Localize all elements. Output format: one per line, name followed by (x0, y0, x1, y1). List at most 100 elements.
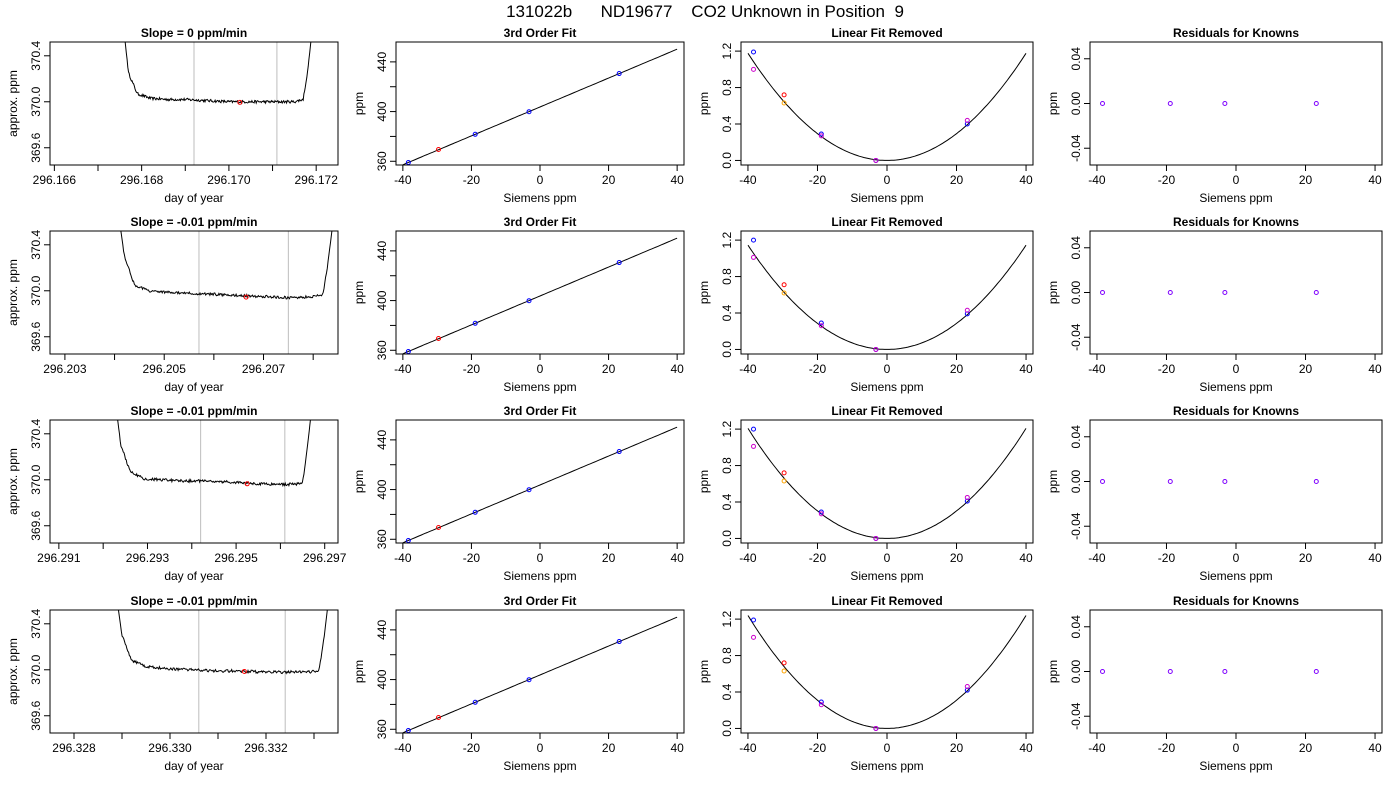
trace-marker (244, 481, 250, 487)
x-tick-label: 20 (602, 741, 616, 755)
x-axis-label: Siemens ppm (503, 759, 576, 773)
y-tick-label: 370.4 (29, 418, 43, 448)
data-point (781, 290, 787, 296)
fit-curve (747, 428, 1027, 539)
y-axis-label: ppm (1046, 281, 1060, 304)
data-point (1167, 479, 1173, 484)
panel-fit-row1: 3rd Order Fit -40 -20 0 20 40 360 400 440 Siemens… (352, 26, 685, 205)
plot-area (402, 237, 678, 354)
x-axis-label: Siemens ppm (1199, 759, 1272, 773)
y-axis-label: ppm (1046, 92, 1060, 115)
plot-frame (49, 419, 339, 544)
x-tick-label: 20 (1299, 741, 1313, 755)
y-tick-label: 0.8 (720, 268, 734, 285)
x-tick-label: 20 (950, 362, 964, 376)
x-tick-label: 0 (1233, 173, 1240, 187)
trace-marker (237, 99, 243, 105)
y-tick-label: 370.0 (29, 86, 43, 116)
plot-area (747, 615, 1027, 731)
x-tick-label: 40 (1019, 551, 1033, 565)
panel-grid: Slope = 0 ppm/min 296.166 296.168 296.170 29… (6, 26, 1383, 773)
panel-trace-row1: Slope = 0 ppm/min 296.166 296.168 296.170 29… (6, 26, 339, 205)
x-axis-label: day of year (164, 191, 223, 205)
x-axis-label: day of year (164, 569, 223, 583)
x-tick-label: -20 (809, 551, 827, 565)
data-point (1100, 101, 1106, 106)
x-axis-label: Siemens ppm (503, 191, 576, 205)
panel-fit-row4: 3rd Order Fit -40 -20 0 20 40 360 400 440 Siemens… (352, 594, 685, 773)
data-point (1100, 290, 1106, 295)
y-tick-label: 0.4 (720, 683, 734, 700)
plot-frame (49, 609, 339, 734)
panel-title: Linear Fit Removed (831, 404, 942, 418)
data-point (751, 443, 757, 449)
y-axis-label: approx. ppm (6, 70, 20, 137)
x-tick-label: -20 (809, 741, 827, 755)
x-tick-label: -20 (463, 551, 481, 565)
data-point (616, 71, 622, 77)
y-tick-label: 369.6 (29, 700, 43, 730)
panel-title: Linear Fit Removed (831, 594, 942, 608)
data-point (436, 335, 442, 341)
y-tick-label: 370.4 (29, 40, 43, 70)
data-point (873, 346, 879, 352)
trace-marker (243, 294, 249, 300)
plot-area (1100, 669, 1319, 674)
data-point (751, 426, 757, 432)
plot-area (402, 426, 678, 543)
data-point (751, 617, 757, 623)
x-axis-label: Siemens ppm (850, 759, 923, 773)
data-point (818, 323, 824, 329)
x-tick-label: 296.203 (43, 362, 87, 376)
y-tick-label: 369.6 (29, 132, 43, 162)
x-tick-label: 0 (537, 741, 544, 755)
x-tick-label: -20 (1158, 362, 1176, 376)
panel-title: Slope = 0 ppm/min (141, 26, 247, 40)
y-tick-label: 360 (375, 529, 389, 549)
y-axis-label: ppm (352, 281, 366, 304)
panel-residuals-row2: Residuals for Knowns -40 -20 0 20 40 -0.04 0.00… (1046, 215, 1383, 394)
y-tick-label: 400 (375, 290, 389, 310)
data-point (1167, 101, 1173, 106)
panel-title: Slope = -0.01 ppm/min (130, 594, 257, 608)
data-point (818, 320, 824, 326)
data-point (751, 49, 757, 55)
data-point (873, 725, 879, 731)
panel-title: 3rd Order Fit (504, 26, 577, 40)
y-axis-label: approx. ppm (6, 638, 20, 705)
trace-line (124, 42, 312, 105)
data-point (1100, 669, 1106, 674)
data-point (1313, 101, 1319, 106)
panel-title: Residuals for Knowns (1173, 26, 1299, 40)
x-tick-label: 40 (670, 741, 684, 755)
panel-linear-removed-row4: Linear Fit Removed -40 -20 0 20 40 0.0 0.4 0.8 1.… (697, 594, 1034, 773)
x-tick-label: -40 (739, 741, 757, 755)
y-tick-label: 0.00 (1069, 659, 1083, 683)
data-point (436, 524, 442, 530)
data-point (781, 478, 787, 484)
y-tick-label: 400 (375, 669, 389, 689)
plot-area (124, 42, 312, 165)
x-tick-label: 0 (537, 551, 544, 565)
plot-frame (49, 41, 339, 166)
y-tick-label: 1.2 (720, 420, 734, 437)
plot-area (1100, 101, 1319, 106)
x-axis-label: Siemens ppm (850, 191, 923, 205)
data-point (1222, 479, 1228, 484)
panel-linear-removed-row2: Linear Fit Removed -40 -20 0 20 40 0.0 0.4 0.8 1.… (697, 215, 1034, 394)
trace-marker (241, 669, 247, 674)
trace-line (117, 420, 311, 488)
data-point (526, 487, 532, 493)
y-tick-label: 440 (375, 620, 389, 640)
x-tick-label: -20 (463, 173, 481, 187)
y-axis-label: approx. ppm (6, 448, 20, 515)
plot-frame (49, 230, 339, 355)
x-tick-label: 0 (1233, 741, 1240, 755)
x-tick-label: 0 (884, 173, 891, 187)
x-tick-label: -20 (809, 173, 827, 187)
y-tick-label: 370.0 (29, 654, 43, 684)
trace-line (120, 231, 333, 300)
panel-trace-row4: Slope = -0.01 ppm/min 296.328 296.330 296.3… (6, 594, 339, 773)
